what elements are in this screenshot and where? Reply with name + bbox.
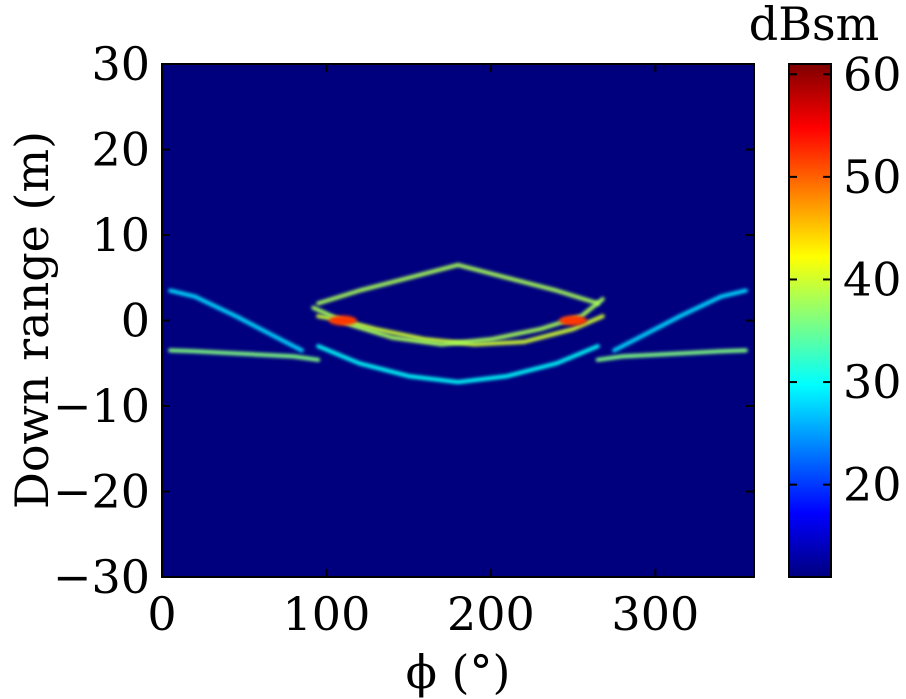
feature-right-near-range-band bbox=[595, 348, 748, 362]
colorbar-tick-label: 50 bbox=[843, 150, 902, 204]
feature-left-near-range-band bbox=[168, 348, 321, 362]
feature-left-far-range-band bbox=[168, 288, 304, 353]
y-tick-label: 10 bbox=[91, 208, 150, 262]
x-tick-label: 300 bbox=[611, 587, 699, 641]
colorbar-ticks: 20 30 40 50 60 bbox=[789, 47, 902, 512]
x-tick-label: 200 bbox=[447, 587, 535, 641]
colorbar-tick-label: 40 bbox=[843, 252, 902, 306]
feature-upper-outer-arc bbox=[316, 262, 600, 306]
colorbar bbox=[788, 63, 832, 578]
y-tick-label: −20 bbox=[53, 465, 150, 519]
feature-lower-outer-arc bbox=[316, 344, 600, 385]
y-tick-label: −30 bbox=[53, 550, 150, 604]
feature-right-far-range-band bbox=[612, 288, 748, 353]
feature-hot-spot-right bbox=[559, 315, 588, 326]
y-tick-label: 0 bbox=[121, 294, 150, 348]
y-tick-label: 20 bbox=[91, 123, 150, 177]
colorbar-tick-label: 20 bbox=[843, 458, 902, 512]
colorbar-tick-label: 60 bbox=[843, 47, 902, 101]
feature-hot-spot-left bbox=[328, 315, 357, 326]
y-tick-label: 30 bbox=[91, 37, 150, 91]
x-tick-label: 100 bbox=[283, 587, 371, 641]
y-axis-ticks: −30 −20 −10 0 10 20 30 bbox=[53, 37, 754, 604]
y-axis-title: Down range (m) bbox=[5, 131, 59, 509]
colorbar-tick-label: 30 bbox=[843, 355, 902, 409]
plot-background bbox=[162, 64, 754, 577]
colorbar-label: dBsm bbox=[749, 0, 879, 51]
x-axis-title: ϕ (°) bbox=[406, 645, 511, 699]
x-axis-ticks: 0 100 200 300 bbox=[147, 64, 699, 641]
heatmap-features bbox=[168, 262, 748, 385]
y-tick-label: −10 bbox=[53, 379, 150, 433]
x-tick-label: 0 bbox=[147, 587, 176, 641]
